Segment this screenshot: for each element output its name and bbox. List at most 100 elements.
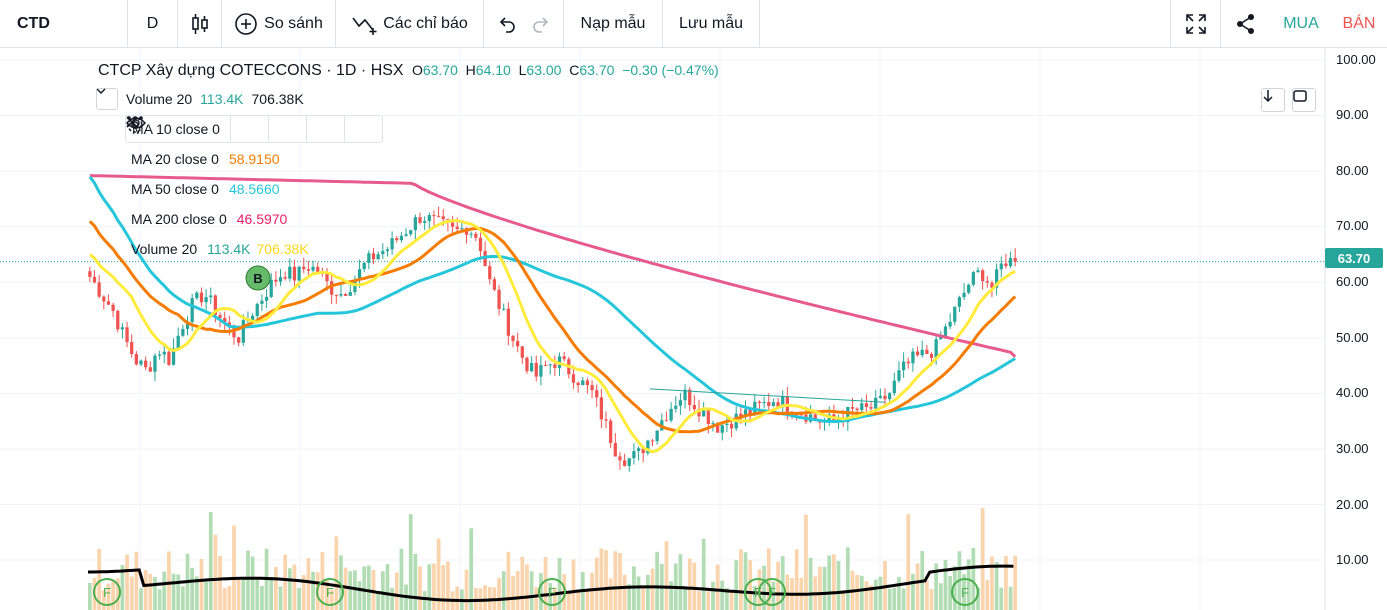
arrow-down-icon [1263, 90, 1273, 103]
price-tick: 90.00 [1336, 107, 1369, 122]
save-template-button[interactable]: Lưu mẫu [663, 0, 760, 48]
volume-bar [213, 534, 218, 610]
indicator-row-ma10[interactable]: MA 10 close 0 [125, 115, 383, 143]
candle-body [543, 365, 548, 367]
candle-body [404, 234, 408, 236]
candle-body [376, 254, 380, 260]
sell-button[interactable]: BÁN [1331, 0, 1387, 48]
indicators-button[interactable]: Các chỉ báo [336, 0, 484, 48]
volume-bar [887, 588, 892, 610]
volume-ma-line [88, 564, 1014, 603]
candle-body [613, 442, 617, 457]
candle-body [646, 440, 650, 454]
candle-body [269, 279, 273, 297]
gear-icon[interactable] [127, 115, 306, 143]
volume-bar [469, 528, 474, 610]
volume-bar [543, 556, 548, 610]
volume-bar [511, 575, 515, 610]
candle-body [739, 413, 743, 417]
indicator-row-ma50[interactable]: MA 50 close 0 48.5660 [125, 175, 280, 203]
candle-body [223, 317, 227, 323]
eye-icon[interactable] [126, 115, 268, 143]
volume-bar [194, 576, 199, 610]
compare-button[interactable]: So sánh [222, 0, 336, 48]
symbol-search-button[interactable]: CTD [0, 0, 128, 48]
indicator-row-ma200[interactable]: MA 200 close 0 46.5970 [125, 205, 287, 233]
volume-bar [394, 572, 399, 610]
candle-body [874, 397, 878, 409]
candle-body [106, 301, 111, 305]
interval-button[interactable]: D [128, 0, 178, 48]
volume-bar [604, 550, 608, 610]
share-button[interactable] [1221, 0, 1271, 48]
volume-bar [525, 564, 529, 610]
collapse-legend-button[interactable] [96, 88, 118, 110]
volume-bar [976, 587, 980, 610]
candle-body [474, 233, 478, 238]
candle-body [362, 262, 366, 270]
indicator-row-volume[interactable]: Volume 20 113.4K 706.38K [125, 235, 309, 263]
candle-body [771, 402, 776, 406]
volume-bar [292, 564, 297, 610]
change-value: −0.30 (−0.47%) [622, 62, 719, 78]
candle-body [901, 361, 906, 371]
volume-bar [222, 588, 227, 610]
candle-body [227, 322, 231, 327]
volume-bar [776, 561, 780, 610]
volume-bar [181, 586, 185, 610]
candle-body [688, 389, 692, 406]
volume-bar [808, 557, 813, 610]
volume-bar [171, 573, 176, 610]
indicator-value: 48.5660 [228, 181, 280, 197]
price-chart[interactable]: BF F F F F F [0, 48, 1387, 610]
more-icon[interactable] [127, 115, 382, 143]
volume-bar [711, 581, 715, 610]
candle-body [650, 440, 655, 442]
load-template-label: Nạp mẫu [580, 15, 646, 32]
volume-bar [339, 555, 343, 610]
volume-bar [436, 538, 441, 610]
chart-type-button[interactable] [178, 0, 222, 48]
volume-legend-row: Volume 20 113.4K 706.38K [96, 86, 304, 112]
candle-body [102, 296, 106, 302]
volume-bar [422, 591, 427, 610]
indicators-label: Các chỉ báo [383, 15, 468, 32]
volume-bar [236, 579, 241, 610]
volume-bar [380, 571, 385, 610]
volume-bar [343, 567, 348, 610]
volume-bar [348, 571, 353, 610]
fullscreen-button[interactable] [1171, 0, 1221, 48]
indicator-row-ma20[interactable]: MA 20 close 0 58.9150 [125, 145, 280, 173]
candle-body [539, 365, 543, 377]
volume-bar [692, 562, 697, 610]
volume-bar [566, 591, 571, 610]
indicators-icon [352, 17, 377, 35]
indicator-label: Volume 20 [131, 241, 198, 257]
volume-bar [794, 549, 799, 610]
candle-body [748, 409, 752, 414]
close-icon[interactable] [126, 115, 344, 143]
plus-circle-icon [235, 13, 257, 35]
candle-body [492, 279, 497, 290]
volume-bar [483, 585, 487, 610]
volume-bar [990, 556, 994, 610]
buy-button[interactable]: MUA [1271, 0, 1331, 48]
scroll-down-button[interactable] [1261, 88, 1285, 112]
volume-bar [925, 580, 929, 610]
volume-legend-value2: 706.38K [251, 91, 304, 107]
maximize-pane-button[interactable] [1292, 88, 1316, 112]
candle-body [209, 295, 213, 298]
undo-icon[interactable] [497, 14, 517, 34]
load-template-button[interactable]: Nạp mẫu [564, 0, 663, 48]
candle-body [990, 282, 994, 288]
candle-body [274, 279, 278, 282]
candle-body [525, 357, 529, 372]
candle-body [604, 419, 608, 421]
buy-label: MUA [1283, 15, 1319, 32]
redo-icon[interactable] [531, 14, 551, 34]
volume-bar [134, 551, 139, 610]
volume-bar [915, 563, 920, 610]
volume-bar [548, 582, 553, 610]
indicator-value: 113.4K [207, 241, 251, 257]
